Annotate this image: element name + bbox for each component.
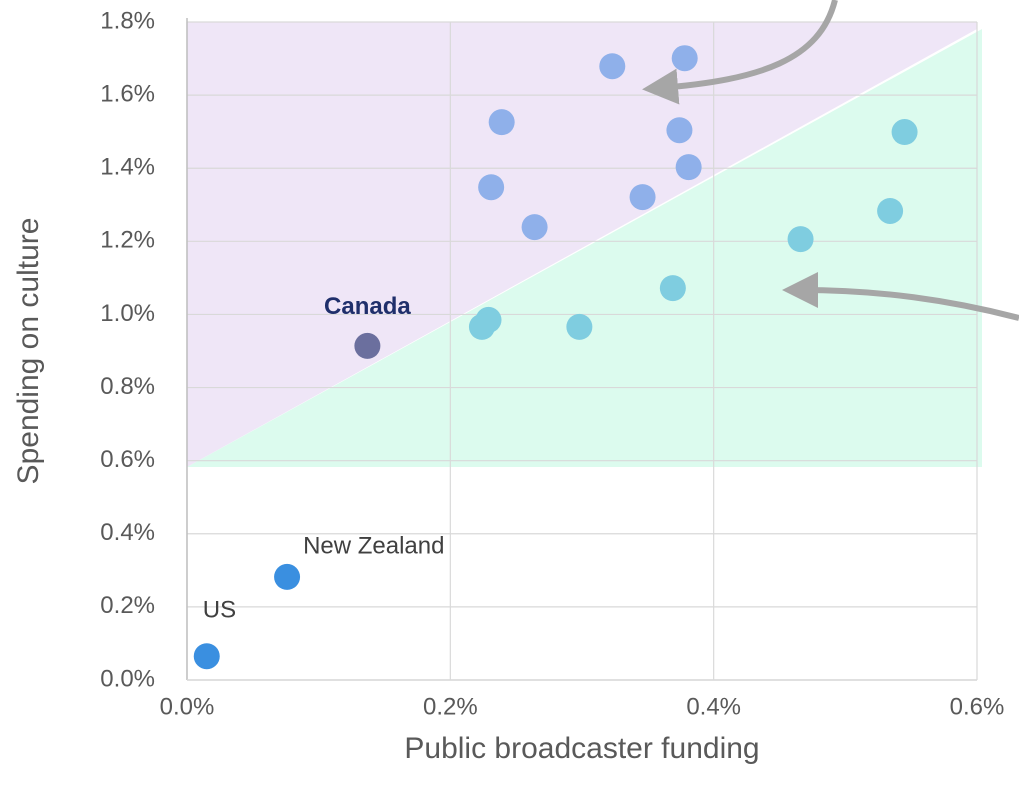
- arrow: [782, 272, 1019, 321]
- point: [193, 643, 220, 670]
- y-tick-label: 1.0%: [100, 300, 155, 327]
- point: [659, 275, 686, 302]
- x-tick-label: 0.6%: [950, 693, 1005, 720]
- y-tick-label: 0.4%: [100, 519, 155, 546]
- x-tick-label: 0.4%: [686, 693, 741, 720]
- point: [274, 563, 301, 590]
- point: [629, 184, 656, 211]
- x-axis-title: Public broadcaster funding: [404, 732, 759, 765]
- arrow: [642, 0, 838, 105]
- point: [599, 53, 626, 80]
- y-tick-label: 1.4%: [100, 154, 155, 181]
- point: [787, 226, 814, 253]
- y-tick-label: 1.2%: [100, 227, 155, 254]
- point-label: US: [203, 597, 236, 624]
- y-tick-label: 0.8%: [100, 373, 155, 400]
- y-tick-label: 0.2%: [100, 592, 155, 619]
- point: [468, 313, 495, 340]
- upper-region: [187, 22, 977, 467]
- lower-region: [187, 29, 982, 467]
- point: [666, 117, 693, 144]
- point-label: New Zealand: [303, 532, 444, 559]
- point: [521, 214, 548, 241]
- y-axis-title: Spending on culture: [12, 218, 45, 485]
- x-tick-label: 0.2%: [423, 693, 478, 720]
- point: [566, 313, 593, 340]
- y-tick-label: 1.8%: [100, 7, 155, 34]
- point: [877, 197, 904, 224]
- point: [891, 119, 918, 146]
- point: [675, 154, 702, 181]
- x-tick-label: 0.0%: [160, 693, 215, 720]
- y-tick-label: 0.6%: [100, 446, 155, 473]
- y-tick-label: 0.0%: [100, 665, 155, 692]
- y-tick-label: 1.6%: [100, 80, 155, 107]
- point-label: Canada: [324, 293, 411, 320]
- point: [354, 332, 381, 359]
- point: [488, 109, 515, 136]
- point: [478, 174, 505, 201]
- point: [671, 45, 698, 72]
